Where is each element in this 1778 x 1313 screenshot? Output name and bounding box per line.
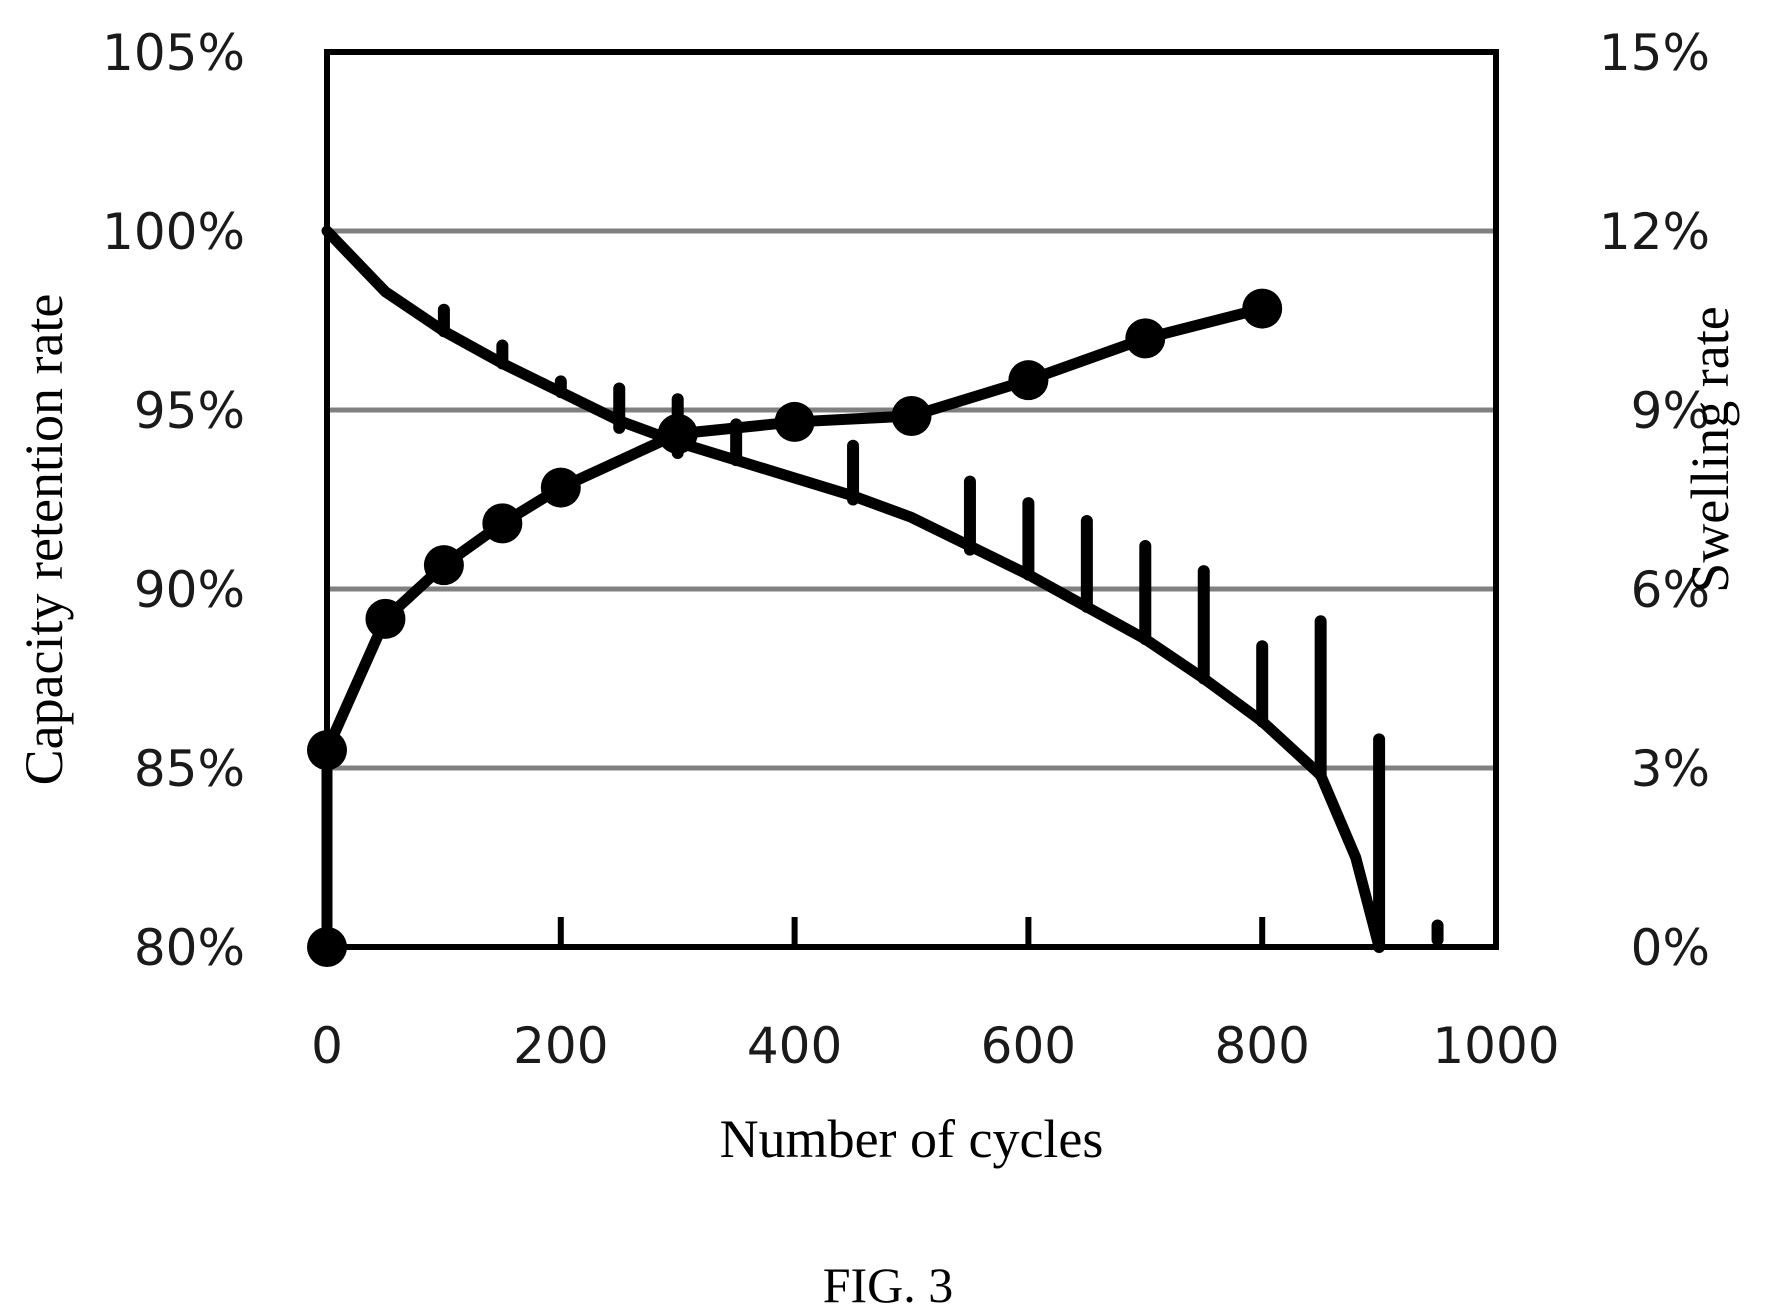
- series-point: [540, 467, 581, 508]
- series-point: [1008, 360, 1049, 401]
- x-tick-label: 800: [1214, 1017, 1309, 1075]
- series-point: [423, 545, 464, 586]
- right-tick-label: 6%: [1631, 561, 1710, 619]
- left-tick-label: 100%: [102, 203, 245, 261]
- series-point: [891, 395, 932, 436]
- right-tick-label: 15%: [1599, 24, 1710, 82]
- series-point: [1125, 318, 1166, 359]
- x-tick-label: 200: [513, 1017, 608, 1075]
- right-axis-title: Swelling rate: [1680, 306, 1740, 592]
- x-tick-label: 400: [747, 1017, 842, 1075]
- series-layer: [307, 225, 1385, 967]
- x-tick-label: 600: [981, 1017, 1076, 1075]
- series-point: [365, 598, 406, 639]
- right-tick-label: 3%: [1631, 740, 1710, 798]
- series-line-1: [321, 225, 1385, 953]
- series-point: [657, 413, 698, 454]
- x-axis-ticks: 0 200 400 600 800 1000: [311, 917, 1560, 1075]
- left-tick-label: 85%: [134, 740, 245, 798]
- right-tick-label: 12%: [1599, 203, 1710, 261]
- spike-marks: [437, 303, 1444, 953]
- left-tick-label: 90%: [134, 561, 245, 619]
- left-axis-title: Capacity retention rate: [14, 294, 74, 786]
- figure-caption: FIG. 3: [823, 1257, 954, 1313]
- series-point: [1242, 288, 1283, 329]
- right-tick-label: 9%: [1631, 382, 1710, 440]
- left-tick-label: 80%: [134, 919, 245, 977]
- x-tick-label: 0: [311, 1017, 343, 1075]
- left-tick-label: 105%: [102, 24, 245, 82]
- series-line-2: [321, 303, 1268, 953]
- left-axis-ticks: 80% 85% 90% 95% 100% 105%: [102, 24, 245, 977]
- plot-frame: [324, 49, 1499, 950]
- left-tick-label: 95%: [134, 382, 245, 440]
- x-axis-title: Number of cycles: [720, 1109, 1104, 1169]
- right-axis-ticks: 0% 3% 6% 9% 12% 15%: [1599, 24, 1710, 977]
- x-tick-label: 1000: [1432, 1017, 1559, 1075]
- right-tick-label: 0%: [1631, 919, 1710, 977]
- series-point: [482, 503, 523, 544]
- series-point: [774, 401, 815, 442]
